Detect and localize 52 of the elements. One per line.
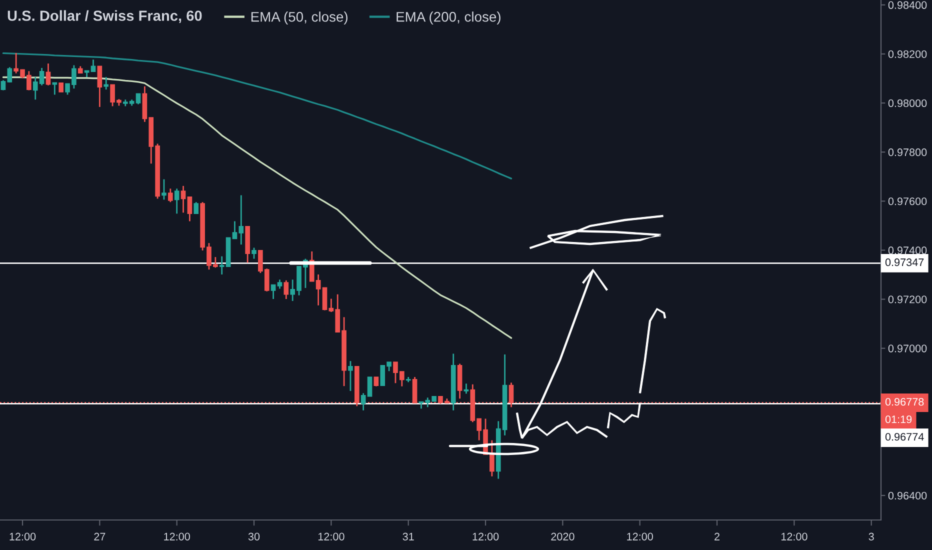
y-tick-label: 0.97600 — [888, 197, 927, 206]
candlestick — [187, 196, 192, 222]
y-tick-label: 0.97200 — [888, 296, 927, 304]
x-tick-label: 2 — [714, 532, 720, 540]
candlestick — [104, 76, 109, 90]
ref-line-label: 0.96774 — [885, 432, 924, 441]
x-tick-label: 2020 — [551, 532, 574, 540]
candlestick — [58, 82, 64, 92]
x-tick-label: 12:00 — [781, 532, 808, 540]
x-tick-label: 12:00 — [318, 532, 344, 540]
x-tick-label: 12:00 — [164, 532, 190, 540]
y-tick-label: 0.97400 — [888, 246, 927, 254]
candlestick — [367, 376, 372, 397]
text: U.S. Dollar / Swiss Franc, 60 — [8, 10, 202, 24]
candlestick — [374, 376, 379, 388]
candlestick — [136, 93, 141, 105]
x-tick-label: 31 — [402, 532, 414, 540]
x-tick-label: 30 — [248, 532, 260, 540]
candlestick — [270, 284, 276, 300]
candlestick — [464, 382, 469, 394]
ref-line-label: 0.96778 — [885, 398, 924, 406]
legend-label: EMA (200, close) — [396, 12, 500, 24]
candlestick — [194, 201, 199, 214]
x-tick-label: 12:00 — [472, 532, 499, 540]
candlestick — [322, 287, 328, 311]
y-tick-label: 0.96400 — [888, 492, 927, 500]
candlestick — [174, 188, 180, 214]
x-tick-label: 12:00 — [10, 532, 36, 540]
text: 01:19 — [885, 415, 912, 424]
y-tick-label: 0.98400 — [888, 1, 927, 9]
candlestick — [180, 185, 186, 214]
candlestick — [46, 62, 51, 86]
x-tick-label: 27 — [94, 532, 106, 540]
ref-line-label: 0.97347 — [885, 258, 924, 266]
candlestick — [252, 247, 256, 260]
candlestick — [52, 82, 58, 96]
x-tick-label: 3 — [868, 532, 874, 540]
candlestick — [162, 178, 166, 200]
x-tick-label: 12:00 — [627, 532, 653, 540]
y-tick-label: 0.97800 — [888, 148, 927, 156]
candlestick — [90, 58, 96, 72]
legend-label: EMA (50, close) — [251, 12, 348, 24]
y-tick-label: 0.97000 — [888, 344, 927, 352]
candlestick — [97, 66, 102, 108]
y-tick-label: 0.98200 — [888, 50, 927, 58]
line-series — [2, 52, 512, 180]
candlestick — [277, 278, 282, 290]
candlestick — [284, 280, 289, 300]
candlestick — [360, 392, 366, 412]
y-tick-label: 0.98000 — [888, 99, 927, 108]
candlestick — [348, 360, 353, 392]
candlestick — [168, 188, 173, 203]
